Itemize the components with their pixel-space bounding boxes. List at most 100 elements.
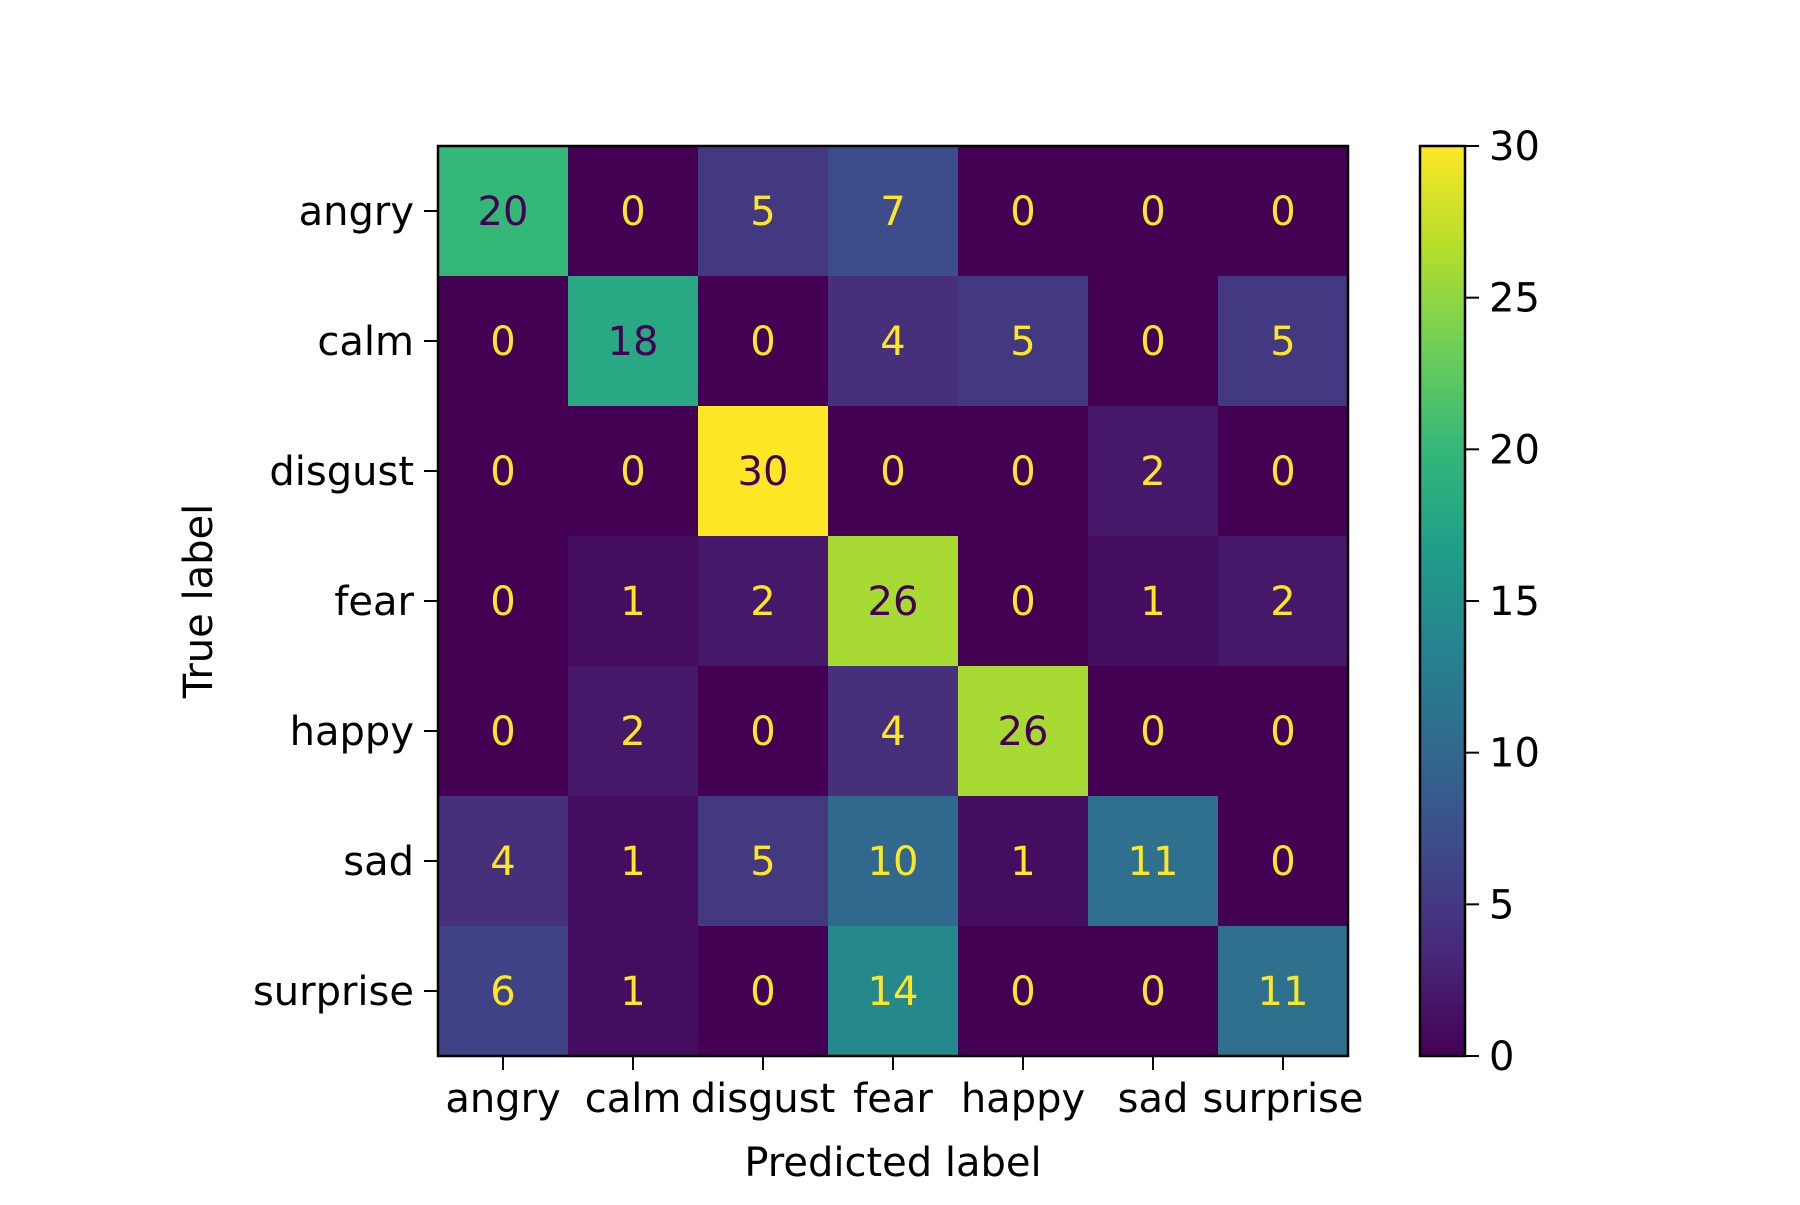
y-tick-label: happy <box>290 709 414 755</box>
heatmap-cell <box>698 796 829 927</box>
heatmap-cell <box>438 536 569 667</box>
y-axis-label: True label <box>176 504 222 699</box>
heatmap-cell-label: 0 <box>1010 189 1035 235</box>
heatmap-cell <box>1218 796 1349 927</box>
heatmap-cell-label: 0 <box>1270 189 1295 235</box>
heatmap-cell <box>828 926 959 1057</box>
y-tick-label: fear <box>334 579 414 625</box>
heatmap-cell-label: 1 <box>620 579 645 625</box>
heatmap-cell-label: 0 <box>490 709 515 755</box>
heatmap-cell-label: 4 <box>880 709 905 755</box>
heatmap-cell <box>698 406 829 537</box>
heatmap-cell <box>958 536 1089 667</box>
heatmap-cell <box>958 666 1089 797</box>
heatmap-cell <box>828 796 959 927</box>
heatmap-cell <box>438 926 569 1057</box>
x-axis-label: Predicted label <box>744 1140 1041 1186</box>
heatmap-cell <box>438 666 569 797</box>
heatmap-cell <box>1088 406 1219 537</box>
heatmap-cell-label: 0 <box>1140 189 1165 235</box>
colorbar-tick-label: 5 <box>1489 882 1514 928</box>
heatmap-cell <box>1218 666 1349 797</box>
heatmap-cell-label: 1 <box>620 839 645 885</box>
heatmap-cell <box>568 276 699 407</box>
x-axis-ticks: angry calm disgust fear happy sad surprise <box>445 1056 1364 1122</box>
heatmap-cell <box>828 406 959 537</box>
heatmap-cell <box>698 276 829 407</box>
heatmap-cell-label: 0 <box>620 189 645 235</box>
heatmap-cell <box>438 406 569 537</box>
heatmap-cell <box>958 276 1089 407</box>
heatmap-cell <box>568 406 699 537</box>
heatmap-cell <box>958 406 1089 537</box>
heatmap-cell-label: 5 <box>1010 319 1035 365</box>
y-tick-label: sad <box>343 839 414 885</box>
heatmap-cell-label: 4 <box>490 839 515 885</box>
heatmap-cell <box>698 146 829 277</box>
y-tick-label: surprise <box>253 969 414 1015</box>
heatmap-cell-label: 5 <box>750 839 775 885</box>
heatmap-cell-label: 0 <box>1010 449 1035 495</box>
heatmap-cell <box>438 146 569 277</box>
heatmap-cell <box>958 796 1089 927</box>
heatmap-cell <box>698 666 829 797</box>
heatmap-cell-label: 4 <box>880 319 905 365</box>
heatmap-cells <box>438 146 1349 1057</box>
heatmap-cell-label: 30 <box>738 449 789 495</box>
heatmap-cell <box>958 146 1089 277</box>
heatmap-cell <box>568 926 699 1057</box>
heatmap-cell-label: 0 <box>750 709 775 755</box>
colorbar-tick-label: 30 <box>1489 124 1540 170</box>
x-tick-label: happy <box>961 1076 1085 1122</box>
heatmap-cell <box>958 926 1089 1057</box>
heatmap-cell <box>1218 146 1349 277</box>
x-tick-label: disgust <box>691 1076 836 1122</box>
heatmap-cell-label: 0 <box>750 319 775 365</box>
colorbar <box>1418 144 1467 1058</box>
heatmap-cell <box>828 536 959 667</box>
y-tick-label: disgust <box>269 449 414 495</box>
heatmap-cell-label: 0 <box>490 319 515 365</box>
heatmap-cell-label: 0 <box>490 449 515 495</box>
heatmap-cell-label: 26 <box>868 579 919 625</box>
heatmap-cell <box>1088 796 1219 927</box>
heatmap-cell-label: 0 <box>1270 449 1295 495</box>
heatmap-cell <box>828 276 959 407</box>
heatmap-cell-label: 14 <box>868 969 919 1015</box>
heatmap-cell <box>568 796 699 927</box>
heatmap-cell-label: 26 <box>998 709 1049 755</box>
heatmap-cell-label: 5 <box>1270 319 1295 365</box>
heatmap-cell-label: 11 <box>1258 969 1309 1015</box>
heatmap-cell-label: 0 <box>750 969 775 1015</box>
colorbar-tick-label: 0 <box>1489 1034 1514 1080</box>
heatmap-cell-label: 20 <box>478 189 529 235</box>
heatmap-cell <box>1088 536 1219 667</box>
heatmap-cell-label: 2 <box>620 709 645 755</box>
heatmap-cell-label: 0 <box>490 579 515 625</box>
heatmap-cell-label: 11 <box>1128 839 1179 885</box>
heatmap-cell <box>568 146 699 277</box>
heatmap-cell-label: 0 <box>1140 969 1165 1015</box>
heatmap-cell-label: 6 <box>490 969 515 1015</box>
heatmap-cell-label: 0 <box>1010 969 1035 1015</box>
heatmap-cell-label: 2 <box>1140 449 1165 495</box>
heatmap-cell <box>1088 146 1219 277</box>
heatmap-cell-label: 2 <box>750 579 775 625</box>
heatmap-cell <box>568 536 699 667</box>
colorbar-tick-label: 20 <box>1489 427 1540 473</box>
heatmap-cell-label: 18 <box>608 319 659 365</box>
heatmap-cell-label: 1 <box>1140 579 1165 625</box>
x-tick-label: angry <box>445 1076 560 1122</box>
heatmap-cell-label: 0 <box>1270 709 1295 755</box>
heatmap-cell-label: 0 <box>1270 839 1295 885</box>
heatmap-cell-label: 0 <box>620 449 645 495</box>
heatmap-cell <box>1218 276 1349 407</box>
y-axis-ticks: angry calm disgust fear happy sad surprise <box>253 189 438 1015</box>
x-tick-label: sad <box>1118 1076 1189 1122</box>
heatmap-cell <box>828 146 959 277</box>
heatmap-cell-label: 5 <box>750 189 775 235</box>
heatmap-cell <box>698 536 829 667</box>
colorbar-ticks: 0 5 10 15 20 25 30 <box>1465 124 1540 1080</box>
